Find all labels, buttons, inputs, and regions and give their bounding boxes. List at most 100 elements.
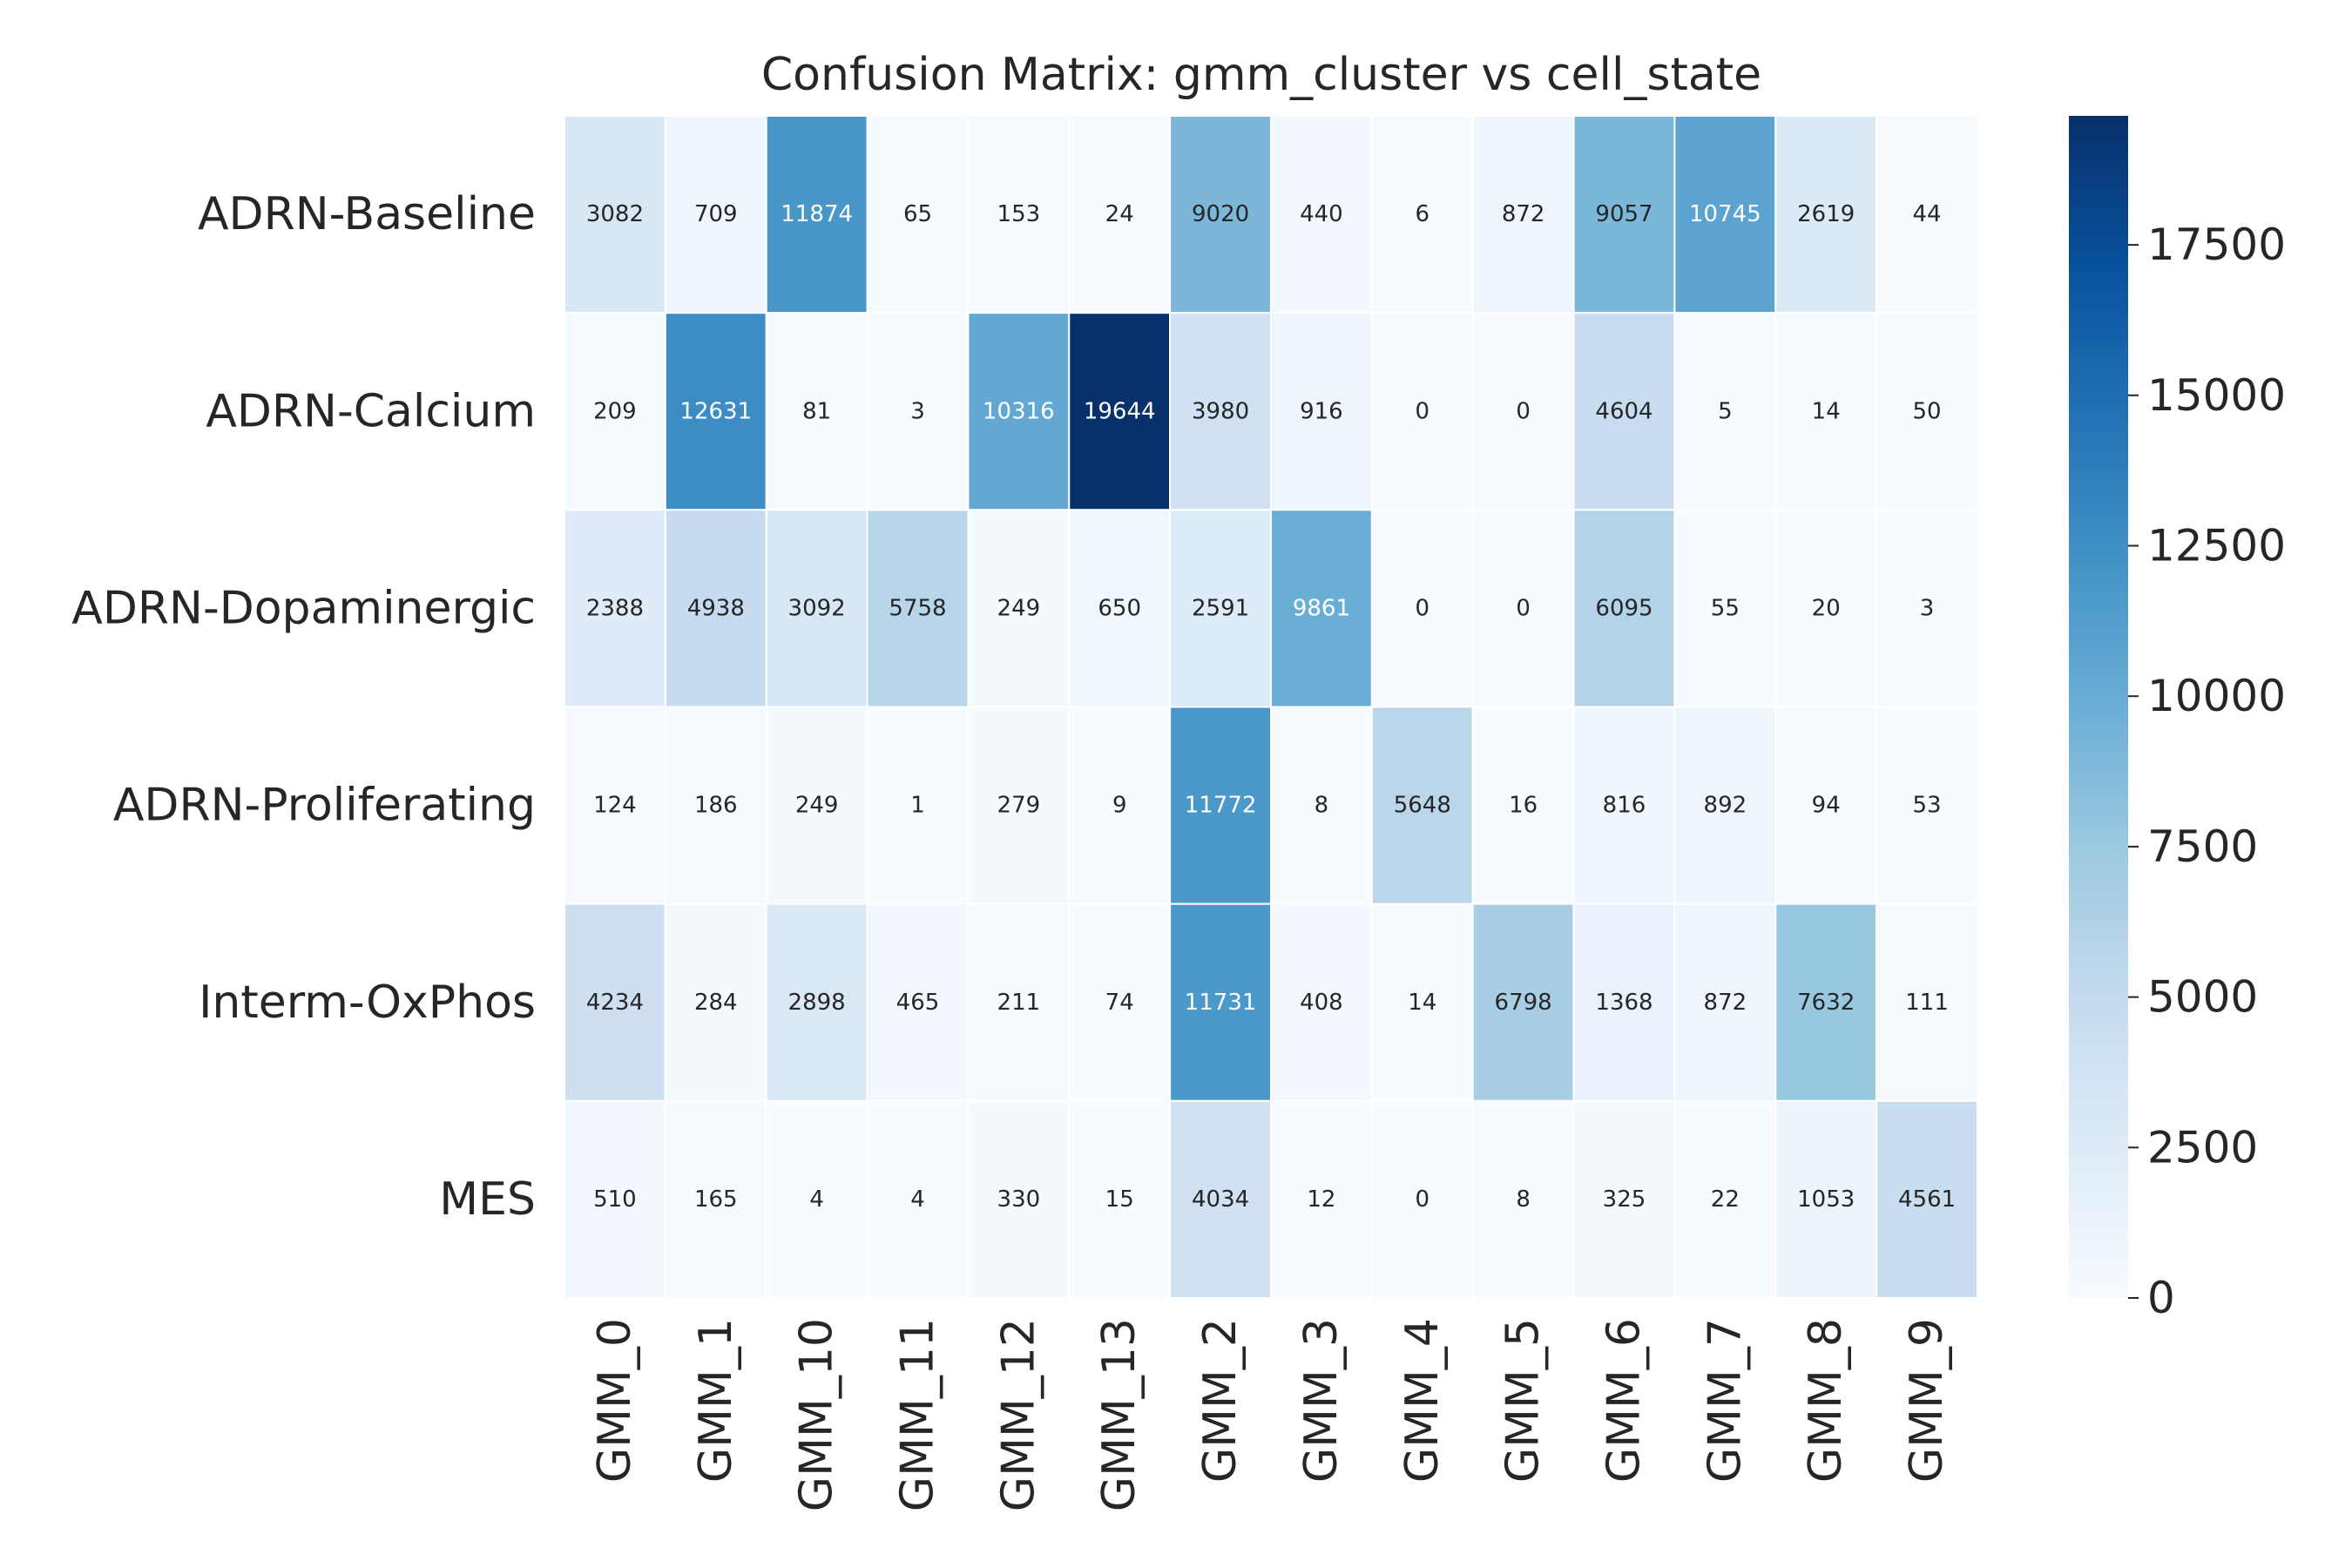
column-label: GMM_0: [589, 1318, 641, 1483]
cell-value-label: 14: [1812, 398, 1841, 424]
heatmap-cell: [1068, 312, 1172, 511]
heatmap-cell: [866, 115, 970, 314]
cell-value-label: 55: [1711, 595, 1740, 621]
cell-value-label: 816: [1603, 793, 1646, 819]
column-labels: GMM_0 GMM_1 GMM_10 GMM_11 GMM_12 GMM_13 GMM_2 G…: [589, 1318, 1953, 1511]
cell-value-label: 6: [1416, 201, 1430, 227]
cell-value-label: 10316: [983, 398, 1055, 424]
column-label: GMM_8: [1800, 1318, 1852, 1483]
heatmap-cell: [1370, 1099, 1474, 1300]
heatmap-cell: [967, 902, 1071, 1102]
heatmap-cell: [664, 1099, 767, 1300]
heatmap-cell: [967, 312, 1071, 511]
column-label: GMM_7: [1699, 1318, 1751, 1483]
cell-value-label: 5648: [1394, 793, 1451, 819]
heatmap-cell: [765, 706, 868, 905]
cell-value-label: 325: [1603, 1186, 1646, 1213]
colorbar-tick-label: 15000: [2147, 370, 2286, 421]
heatmap-cell: [967, 115, 1071, 314]
heatmap-cell: [564, 706, 666, 905]
cell-value-label: 284: [694, 990, 738, 1016]
chart-title: Confusion Matrix: gmm_cluster vs cell_st…: [761, 49, 1761, 101]
cell-value-label: 872: [1502, 201, 1545, 227]
column-label: GMM_6: [1598, 1318, 1651, 1483]
cell-value-label: 5758: [889, 595, 946, 621]
cell-value-label: 4: [809, 1186, 824, 1213]
column-label: GMM_10: [791, 1318, 843, 1511]
colorbar-tick-label: 10000: [2147, 671, 2286, 721]
cell-value-label: 650: [1098, 595, 1141, 621]
heatmap-cell: [1169, 1099, 1272, 1300]
heatmap-cell: [1673, 706, 1777, 905]
cell-value-label: 4561: [1898, 1186, 1956, 1213]
colorbar-tick-label: 7500: [2147, 821, 2258, 872]
cell-value-label: 4: [910, 1186, 925, 1213]
cell-value-label: 3980: [1192, 398, 1249, 424]
heatmap-cell: [664, 312, 767, 511]
heatmap-cell: [1876, 509, 1978, 708]
heatmap-cell: [1068, 115, 1172, 314]
heatmap-cell: [1572, 1099, 1676, 1300]
heatmap-cell: [967, 1099, 1071, 1300]
heatmap-cell: [1370, 706, 1474, 905]
heatmap-cell: [564, 115, 666, 314]
cell-value-label: 0: [1416, 595, 1430, 621]
cell-value-label: 2898: [788, 990, 846, 1016]
heatmap-cell: [866, 706, 970, 905]
row-label: ADRN-Calcium: [206, 385, 536, 437]
cell-value-label: 14: [1408, 990, 1436, 1016]
heatmap-cell: [1876, 706, 1978, 905]
heatmap-cell: [967, 706, 1071, 905]
colorbar-gradient: [2069, 116, 2128, 1298]
heatmap-cell: [1471, 902, 1575, 1102]
heatmap-cell: [1169, 706, 1272, 905]
heatmap-cell: [765, 509, 868, 708]
cell-value-label: 4234: [586, 990, 644, 1016]
cell-value-label: 10745: [1689, 201, 1761, 227]
cell-value-label: 408: [1300, 990, 1343, 1016]
cell-value-label: 2388: [586, 595, 644, 621]
heatmap-cell: [866, 1099, 970, 1300]
heatmap-cell: [1068, 706, 1172, 905]
heatmap-cell: [1572, 706, 1676, 905]
column-label: GMM_13: [1093, 1318, 1146, 1511]
cell-value-label: 510: [593, 1186, 637, 1213]
heatmap-cell: [1673, 902, 1777, 1102]
cell-value-label: 1368: [1595, 990, 1652, 1016]
column-label: GMM_11: [892, 1318, 944, 1511]
heatmap-cell: [1673, 1099, 1777, 1300]
row-label: ADRN-Dopaminergic: [71, 582, 536, 634]
cell-value-label: 22: [1711, 1186, 1740, 1213]
heatmap-cell: [564, 1099, 666, 1300]
heatmap-cell: [1270, 1099, 1373, 1300]
row-label: ADRN-Baseline: [198, 188, 536, 240]
colorbar: 0 2500 5000 7500 10000 12500 15000 17500: [2069, 116, 2286, 1323]
cell-value-label: 4034: [1192, 1186, 1249, 1213]
heatmap-cell: [1774, 115, 1878, 314]
heatmap-cell: [1876, 1099, 1978, 1300]
heatmap-cell: [765, 1099, 868, 1300]
heatmap-cell: [1370, 509, 1474, 708]
cell-value-label: 0: [1516, 595, 1531, 621]
heatmap-cell: [1270, 706, 1373, 905]
cell-value-label: 249: [997, 595, 1041, 621]
cell-value-label: 0: [1416, 1186, 1430, 1213]
heatmap-cell: [564, 509, 666, 708]
cell-value-label: 50: [1913, 398, 1942, 424]
cell-value-label: 0: [1516, 398, 1531, 424]
column-label: GMM_4: [1396, 1318, 1449, 1483]
cell-value-label: 12: [1307, 1186, 1335, 1213]
heatmap-cell: [1774, 902, 1878, 1102]
cell-value-label: 9: [1112, 793, 1127, 819]
colorbar-tick-label: 17500: [2147, 220, 2286, 270]
row-label: MES: [439, 1173, 536, 1226]
cell-value-label: 94: [1812, 793, 1841, 819]
heatmap-cell: [1876, 115, 1978, 314]
heatmap-cell: [1774, 312, 1878, 511]
heatmap-cell: [1471, 509, 1575, 708]
cell-value-label: 892: [1704, 793, 1747, 819]
heatmap-cell: [1270, 115, 1373, 314]
cell-value-label: 3092: [788, 595, 846, 621]
cell-value-label: 0: [1416, 398, 1430, 424]
